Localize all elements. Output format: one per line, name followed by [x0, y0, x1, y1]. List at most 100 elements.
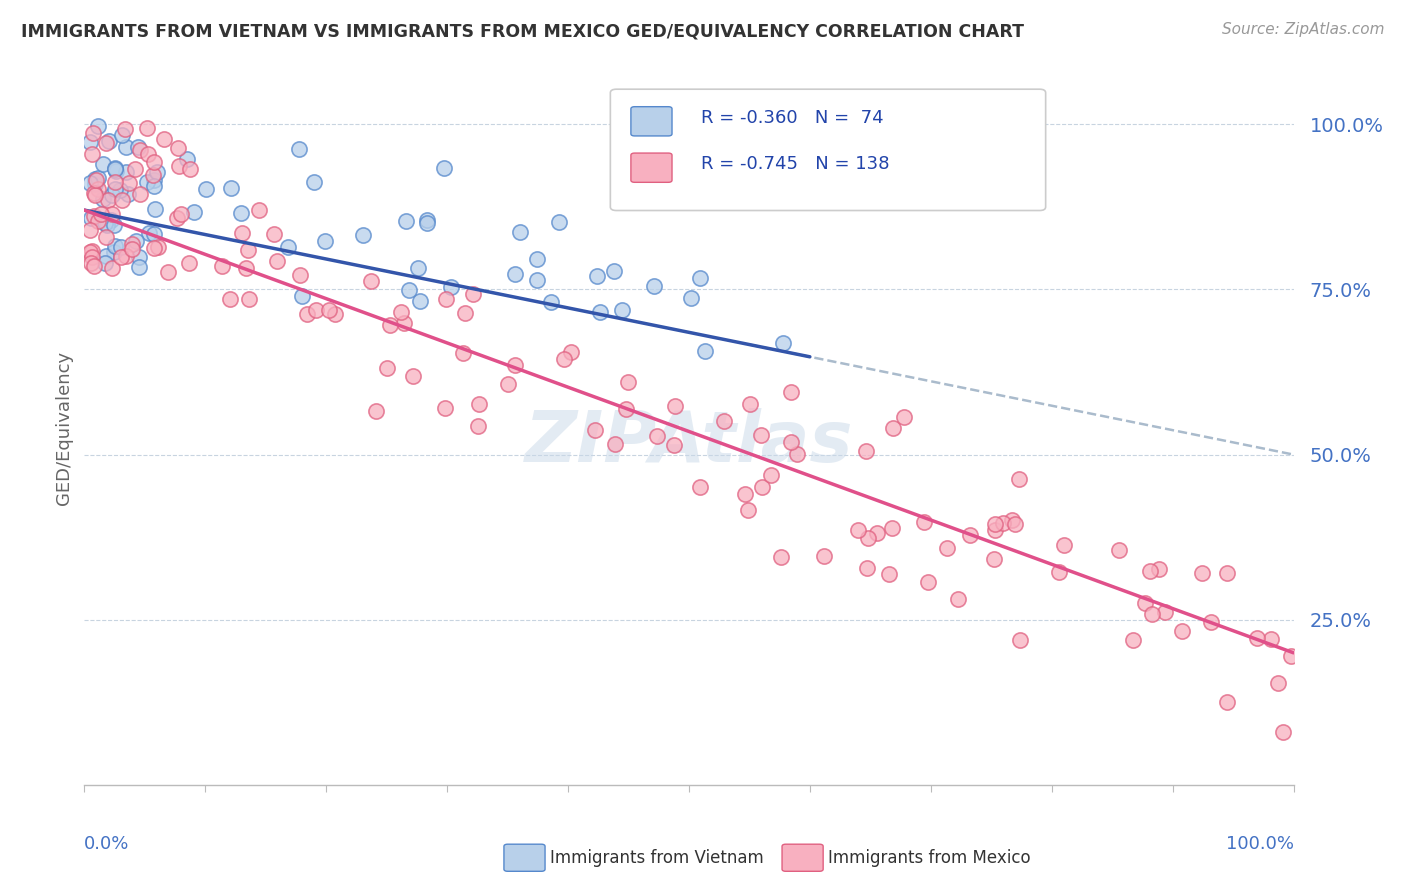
Point	[145, 202, 167, 216]
Point	[366, 404, 388, 418]
Point	[689, 270, 711, 285]
Point	[82, 147, 104, 161]
Point	[84, 188, 107, 202]
Point	[589, 304, 612, 318]
Point	[467, 419, 489, 434]
Point	[110, 240, 132, 254]
Point	[121, 242, 143, 256]
Point	[277, 240, 299, 254]
Point	[616, 375, 638, 389]
Point	[855, 443, 877, 458]
Point	[984, 517, 1007, 532]
Point	[603, 436, 626, 450]
Point	[143, 227, 166, 242]
Point	[1052, 538, 1074, 552]
Point	[291, 289, 314, 303]
Point	[1267, 676, 1289, 690]
Point	[749, 428, 772, 442]
Point	[93, 216, 115, 230]
Point	[610, 303, 633, 318]
Point	[392, 316, 415, 330]
Point	[183, 204, 205, 219]
Point	[526, 273, 548, 287]
Point	[946, 591, 969, 606]
Point	[114, 122, 136, 136]
Point	[614, 401, 637, 416]
Point	[87, 120, 110, 134]
Point	[461, 286, 484, 301]
Point	[79, 245, 101, 260]
Point	[526, 252, 548, 267]
Point	[236, 243, 259, 257]
Point	[231, 226, 253, 240]
Point	[433, 401, 456, 416]
Point	[136, 147, 159, 161]
Text: Immigrants from Vietnam: Immigrants from Vietnam	[550, 849, 763, 867]
Point	[882, 421, 904, 435]
Point	[395, 214, 418, 228]
Point	[97, 193, 120, 207]
Point	[360, 274, 382, 288]
Point	[166, 211, 188, 226]
Point	[79, 136, 101, 150]
Point	[583, 423, 606, 437]
Point	[266, 254, 288, 268]
Point	[104, 181, 127, 195]
Text: 100.0%: 100.0%	[1226, 835, 1294, 853]
Point	[751, 480, 773, 494]
Point	[855, 561, 877, 575]
Point	[1133, 596, 1156, 610]
Point	[83, 209, 105, 223]
Point	[146, 165, 169, 179]
Point	[176, 152, 198, 166]
Point	[664, 399, 686, 413]
Point	[1149, 562, 1171, 576]
Point	[983, 551, 1005, 566]
Point	[314, 234, 336, 248]
Point	[440, 280, 463, 294]
Point	[142, 155, 165, 169]
Point	[82, 126, 104, 140]
Point	[114, 164, 136, 178]
Point	[114, 248, 136, 262]
Point	[496, 376, 519, 391]
Point	[389, 305, 412, 319]
Point	[87, 181, 110, 195]
Point	[1260, 632, 1282, 646]
Point	[323, 307, 346, 321]
Point	[84, 173, 107, 187]
Point	[548, 215, 571, 229]
Point	[434, 292, 457, 306]
Point	[290, 268, 312, 282]
Point	[375, 360, 398, 375]
Point	[142, 173, 165, 187]
Text: Source: ZipAtlas.com: Source: ZipAtlas.com	[1222, 22, 1385, 37]
Point	[586, 268, 609, 283]
Point	[138, 226, 160, 240]
Point	[770, 550, 793, 565]
Point	[235, 260, 257, 275]
Point	[1122, 633, 1144, 648]
Point	[432, 161, 454, 176]
Point	[1279, 648, 1302, 663]
Point	[693, 344, 716, 359]
Point	[219, 292, 242, 306]
Point	[1201, 615, 1223, 629]
Point	[984, 523, 1007, 537]
Point	[1271, 725, 1294, 739]
Y-axis label: GED/Equivalency: GED/Equivalency	[55, 351, 73, 505]
Point	[780, 385, 803, 400]
Point	[111, 193, 134, 207]
Point	[664, 438, 686, 452]
Point	[125, 235, 148, 249]
Point	[959, 528, 981, 542]
Point	[111, 128, 134, 142]
Point	[136, 175, 159, 189]
Point	[288, 143, 311, 157]
Point	[87, 214, 110, 228]
Point	[118, 176, 141, 190]
FancyBboxPatch shape	[610, 89, 1046, 211]
Point	[713, 414, 735, 428]
Point	[108, 183, 131, 197]
Point	[117, 187, 139, 202]
